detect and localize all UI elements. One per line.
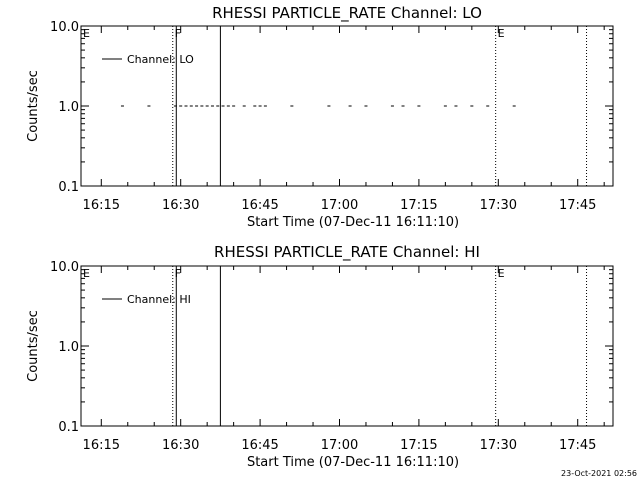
y-axis-label: Counts/sec [26,310,41,382]
x-axis-label: Start Time (07-Dec-11 16:11:10) [247,215,459,230]
event-marker-label: F [175,267,181,280]
y-tick-label: 10.0 [50,20,79,35]
x-tick-label: 17:00 [321,198,358,213]
y-tick-label: 0.1 [58,180,79,195]
x-tick-label: 16:45 [241,438,278,453]
x-tick-label: 16:30 [162,438,199,453]
chart-panel-lo: RHESSI PARTICLE_RATE Channel: LO 16:15 16:… [26,4,614,230]
y-tick-label: 1.0 [58,340,79,355]
x-tick-label: 17:00 [321,438,358,453]
x-tick-label: 17:15 [400,438,437,453]
event-marker-label: E [498,267,505,280]
footer-timestamp: 23-Oct-2021 02:56 [561,469,637,478]
plot-frame [80,25,614,187]
chart-title: RHESSI PARTICLE_RATE Channel: HI [214,243,480,262]
x-tick-label: 17:30 [480,198,517,213]
chart-title: RHESSI PARTICLE_RATE Channel: LO [212,4,482,23]
chart-panel-hi: RHESSI PARTICLE_RATE Channel: HI 16:15 16:… [26,243,614,470]
x-tick-label: 16:15 [83,438,120,453]
x-axis-label: Start Time (07-Dec-11 16:11:10) [247,455,459,470]
edge-marker-label: E [83,267,90,280]
x-tick-label: 17:45 [559,198,596,213]
y-tick-label: 0.1 [58,420,79,435]
plot-frame [80,265,614,427]
legend-label: Channel: HI [127,293,191,306]
x-tick-label: 17:30 [480,438,517,453]
y-tick-label: 1.0 [58,100,79,115]
edge-marker-label: E [83,27,90,40]
event-marker-label: E [498,27,505,40]
x-tick-label: 17:15 [400,198,437,213]
legend-label: Channel: LO [127,53,194,66]
y-tick-label: 10.0 [50,260,79,275]
x-tick-label: 16:30 [162,198,199,213]
x-tick-label: 17:45 [559,438,596,453]
y-axis-label: Counts/sec [26,70,41,142]
x-tick-label: 16:15 [83,198,120,213]
event-marker-label: F [175,27,181,40]
x-tick-label: 16:45 [241,198,278,213]
